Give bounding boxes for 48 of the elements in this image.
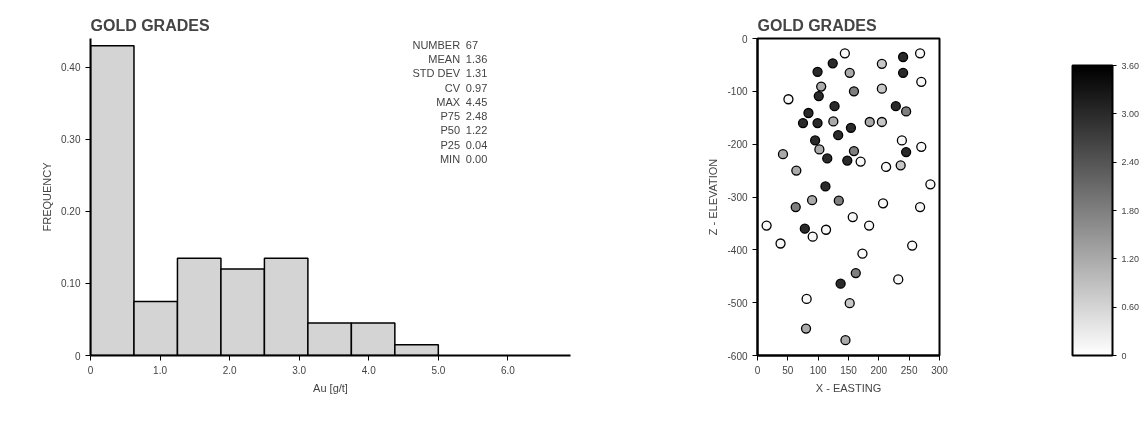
y-axis-title: FREQUENCY: [41, 161, 54, 232]
y-tick-label: -600: [727, 350, 748, 362]
x-tick-label: 50: [782, 364, 794, 376]
y-tick-label: -300: [727, 192, 748, 203]
y-tick-label: 0.20: [61, 206, 81, 218]
x-tick-label: 300: [931, 364, 949, 376]
color-bar-label: 0: [1121, 350, 1127, 361]
chart-title: GOLD GRADES: [757, 16, 877, 34]
y-tick-label: 0: [74, 350, 81, 362]
annotation: NUMBER 67: [412, 38, 479, 51]
x-tick-label: 150: [840, 364, 858, 376]
y-axis-title: Z - ELEVATION: [707, 158, 720, 236]
color-bar-label: 3.60: [1121, 60, 1140, 71]
x-tick-label: 100: [809, 364, 827, 376]
x-axis-title: Au [g/t]: [313, 381, 348, 394]
y-tick-label: 0.10: [61, 278, 81, 290]
y-tick-label: -100: [727, 86, 748, 98]
color-bar-label: 2.40: [1121, 157, 1140, 168]
y-tick-label: 0.40: [61, 62, 81, 74]
x-tick-label: 4.0: [361, 364, 377, 376]
annotation: STD DEV 1.31: [412, 67, 488, 80]
y-tick-label: 0: [741, 33, 748, 45]
annotation: P75 2.48: [440, 110, 488, 123]
y-tick-label: 0.30: [61, 134, 81, 146]
x-tick-label: 250: [900, 364, 918, 376]
x-tick-label: 3.0: [292, 364, 307, 376]
annotation: MEAN 1.36: [428, 53, 488, 66]
y-tick-label: -200: [727, 139, 748, 151]
chart-title: GOLD GRADES: [90, 16, 210, 34]
color-bar-label: 1.20: [1121, 253, 1140, 264]
x-tick-label: 0: [754, 364, 761, 376]
color-bar-label: 3.00: [1121, 108, 1140, 119]
annotation: P25 0.04: [440, 138, 488, 151]
x-tick-label: 0: [87, 364, 94, 376]
x-tick-label: 6.0: [500, 364, 516, 376]
annotation: MAX 4.45: [436, 95, 488, 108]
x-tick-label: 1.0: [153, 364, 168, 376]
x-tick-label: 200: [870, 364, 888, 376]
x-axis-title: X - EASTING: [815, 381, 882, 394]
annotation: P50 1.22: [440, 124, 488, 137]
color-bar-label: 0.60: [1121, 302, 1140, 313]
annotation: MIN 0.00: [439, 152, 488, 165]
y-tick-label: -500: [727, 297, 748, 309]
annotation: CV 0.97: [444, 81, 488, 94]
x-tick-label: 2.0: [222, 364, 238, 376]
color-bar-label: 1.80: [1121, 205, 1140, 216]
y-tick-label: -400: [727, 244, 748, 256]
x-tick-label: 5.0: [431, 364, 446, 376]
